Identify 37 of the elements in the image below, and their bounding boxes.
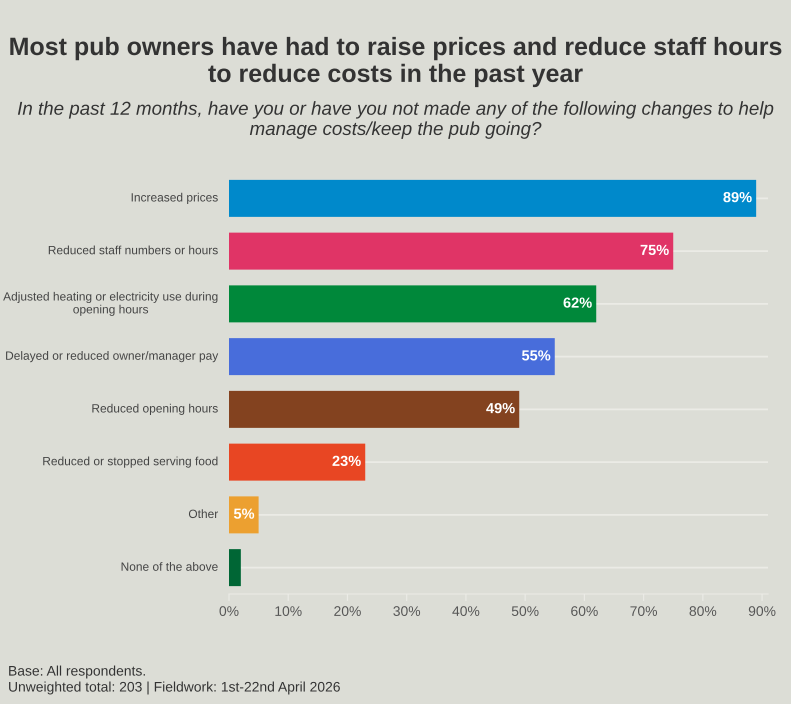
- bar: [229, 180, 756, 217]
- text: Base: All respondents.: [9, 666, 145, 678]
- x-tick-label: 0%: [220, 606, 239, 616]
- y-tick-label: Increased prices: [132, 192, 218, 204]
- data-label: 62%: [564, 297, 592, 308]
- data-label: 55%: [522, 350, 550, 361]
- x-tick-label: 90%: [748, 606, 776, 616]
- y-tick-label: Other: [188, 509, 218, 518]
- y-tick-label: Reduced or stopped serving food: [43, 456, 218, 468]
- y-tick-label: Reduced opening hours: [92, 404, 218, 415]
- bar: [229, 496, 259, 534]
- y-tick-label: Delayed or reduced owner/manager pay: [6, 351, 218, 362]
- bar: [229, 285, 596, 322]
- x-tick-label: 30%: [393, 606, 420, 616]
- data-label: 75%: [640, 244, 669, 256]
- bar: [229, 549, 241, 586]
- chart-title: Most pub owners have had to raise prices and reduce staff hours to reduce costs in the past year: [10, 36, 782, 88]
- x-tick-label: 10%: [275, 606, 302, 616]
- bar: [229, 444, 366, 481]
- y-tick-label: Adjusted heating or electricity use during opening hours: [3, 292, 218, 316]
- x-tick-label: 50%: [512, 606, 539, 616]
- data-label: 49%: [486, 402, 515, 414]
- x-tick-label: 20%: [334, 606, 361, 616]
- x-tick-label: 80%: [690, 606, 716, 616]
- x-tick-label: 40%: [452, 606, 480, 616]
- text: Unweighted total: 203 | Fieldwork: 1st-22nd April 2026: [9, 681, 340, 695]
- bar: [229, 338, 555, 376]
- data-label: 5%: [234, 508, 254, 519]
- chart-subtitle: In the past 12 months, have you or have you not made any of the following changes to help manage costs/keep the pub going?: [18, 101, 774, 139]
- y-tick-label: None of the above: [122, 562, 218, 571]
- y-tick-label: Reduced staff numbers or hours: [48, 246, 218, 254]
- bar: [229, 232, 674, 270]
- bar: [229, 390, 520, 428]
- x-tick-label: 70%: [630, 606, 658, 616]
- data-label: 23%: [332, 456, 361, 466]
- x-tick-label: 60%: [571, 606, 598, 616]
- data-label: 89%: [723, 192, 752, 202]
